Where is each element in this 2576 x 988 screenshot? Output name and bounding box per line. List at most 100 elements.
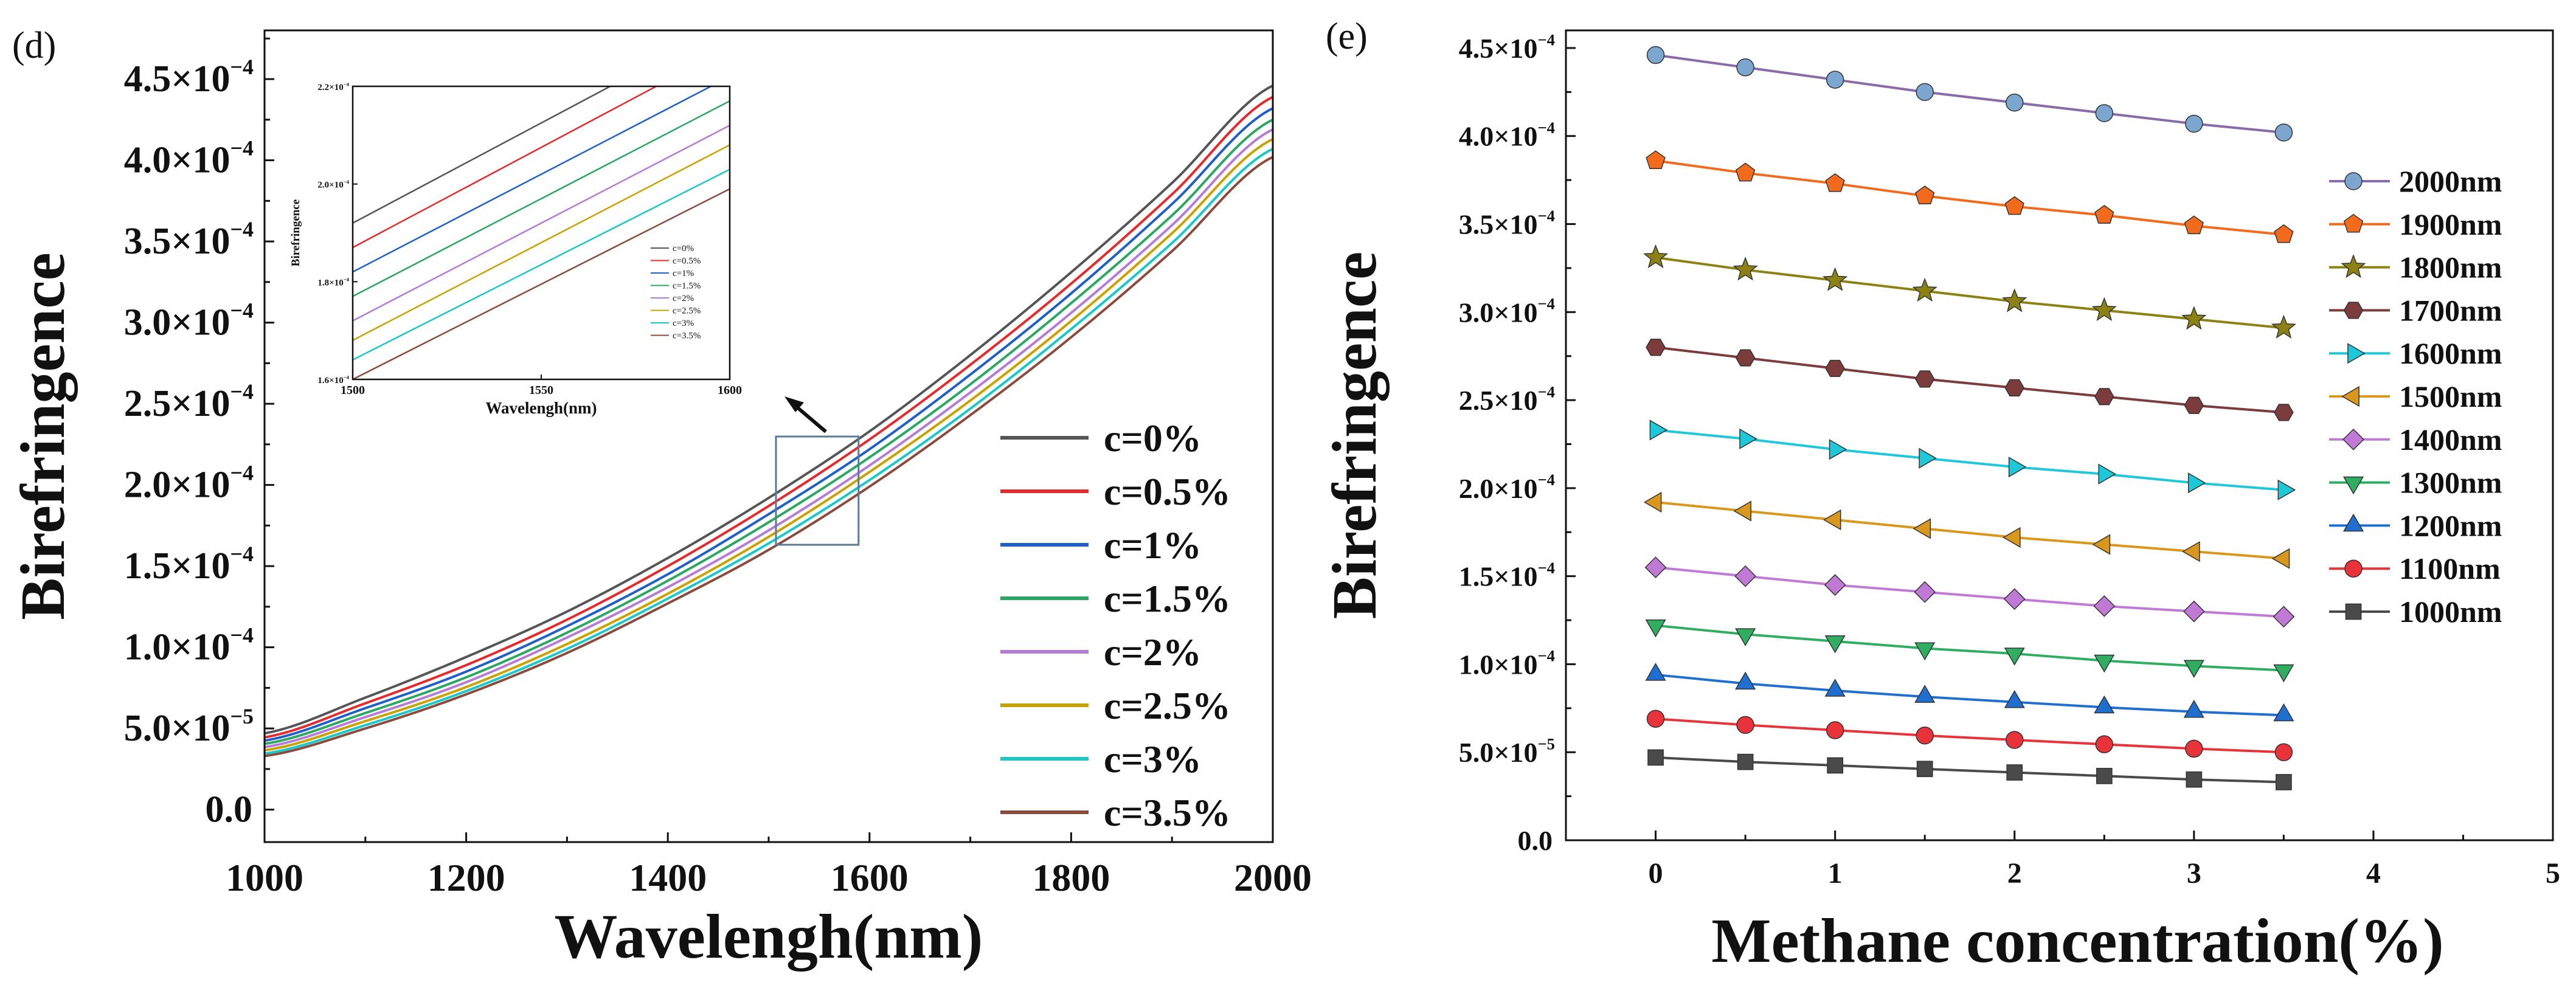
y-tick-label-mantissa: 3.0×10: [1459, 297, 1538, 328]
series-marker-1500nm: [1643, 492, 1662, 513]
series-marker-1500nm: [2092, 534, 2111, 555]
x-tick-label: 1600: [831, 856, 909, 899]
series-marker-1000nm: [1827, 757, 1843, 774]
legend-swatch-marker-1200nm: [2342, 513, 2364, 532]
y-tick-label-mantissa: 1.0×10: [124, 627, 230, 668]
y-tick-label-mantissa: 3.0×10: [124, 302, 230, 344]
series-marker-1600nm: [1649, 420, 1668, 441]
series-marker-2000nm: [2095, 104, 2114, 122]
series-line-1500nm: [1655, 501, 2284, 560]
y-tick-label-exponent: −4: [230, 217, 254, 241]
legend-swatch-marker-1100nm: [2344, 559, 2363, 578]
y-tick-label: 1.5×10−4: [1459, 559, 1555, 592]
inset-y-tick-label-exponent: −4: [344, 179, 350, 185]
panel-d-y-axis-title: Birefringence: [8, 252, 78, 620]
y-tick-label: 2.0×10−4: [124, 461, 254, 506]
inset-legend-label-c=3%: c=3%: [673, 319, 694, 328]
panel-e-legend: 2000nm 1900nm 1800nm 1700nm 1600nm 1500nm 1400…: [2329, 164, 2502, 629]
series-marker-1100nm: [1916, 726, 1934, 745]
panel-e-y-axis-title: Birefringence: [1320, 252, 1390, 620]
series-marker-2000nm: [1646, 46, 1665, 64]
series-marker-1600nm: [2098, 463, 2116, 485]
panel-e-axes-frame: [1565, 29, 2554, 841]
series-marker-2000nm: [2185, 114, 2203, 133]
y-tick-label-exponent: −4: [1537, 471, 1555, 489]
inset-y-tick-label: 1.8×10−4: [317, 277, 349, 288]
series-marker-1100nm: [2274, 743, 2293, 761]
inset-x-tick-label: 1500: [341, 384, 365, 397]
series-marker-1600nm: [1829, 439, 1847, 460]
x-tick-label: 1400: [629, 856, 707, 899]
series-marker-1000nm: [2006, 764, 2023, 781]
series-marker-1400nm: [1824, 574, 1846, 596]
series-marker-1700nm: [2094, 388, 2114, 406]
inset-chart: 1500 1550 16001.6×10−41.8×10−42.0×10−42.2×…: [289, 81, 742, 417]
series-marker-1400nm: [2183, 600, 2205, 623]
series-marker-1900nm: [2004, 196, 2024, 215]
legend-label-1400nm: 1400nm: [2399, 423, 2502, 457]
series-marker-1600nm: [2187, 472, 2206, 494]
y-tick-label-exponent: −5: [1537, 735, 1555, 753]
panel-d-legend: c=0% c=0.5% c=1% c=1.5% c=2% c=2.5% c=3% c=3.5%: [1000, 416, 1231, 834]
y-tick-label-mantissa: 2.0×10: [124, 465, 230, 506]
series-marker-1900nm: [1646, 150, 1666, 170]
y-tick-label: 3.0×10−4: [1459, 295, 1555, 328]
legend-label-1200nm: 1200nm: [2399, 508, 2502, 542]
series-marker-1500nm: [1913, 518, 1931, 539]
series-marker-1200nm: [1914, 685, 1936, 703]
y-tick-label-exponent: −4: [1537, 295, 1555, 313]
y-tick-label-exponent: −4: [230, 542, 254, 566]
y-tick-label: 4.5×10−4: [124, 55, 254, 100]
inset-series-line-c=3.5%: [353, 188, 730, 379]
series-line-c=2.5%: [265, 138, 1273, 752]
inset-y-tick-label-exponent: −4: [344, 277, 350, 283]
series-line-2000nm: [1655, 54, 2284, 134]
series-marker-1800nm: [2271, 314, 2296, 339]
series-marker-1200nm: [1824, 679, 1846, 697]
zoom-arrow-shaft: [792, 402, 827, 434]
panel-d-x-axis-title: Wavelengh(nm): [555, 902, 983, 972]
inset-y-tick-label-mantissa: 1.8×10: [317, 278, 343, 288]
series-marker-1000nm: [2096, 767, 2113, 784]
series-marker-2000nm: [2005, 93, 2024, 112]
series-marker-1600nm: [1919, 447, 1937, 469]
series-marker-1200nm: [2004, 689, 2025, 708]
y-tick-label-mantissa: 4.0×10: [124, 140, 230, 181]
inset-legend-label-c=2.5%: c=2.5%: [673, 306, 701, 316]
inset-legend-label-c=0.5%: c=0.5%: [673, 257, 701, 266]
y-tick-label-mantissa: 4.0×10: [1459, 121, 1538, 152]
x-tick-label: 2000: [1234, 856, 1312, 899]
legend-swatch-marker-1500nm: [2341, 385, 2360, 407]
series-marker-1300nm: [1914, 642, 1936, 661]
series-marker-1900nm: [1915, 185, 1935, 204]
series-line-c=3%: [265, 148, 1273, 755]
series-marker-1500nm: [1733, 500, 1751, 522]
series-marker-1300nm: [2273, 664, 2294, 683]
panel-e-x-axis-title: Methane concentration(%): [1711, 906, 2443, 976]
x-tick-label: 1: [1828, 857, 1843, 890]
legend-swatch-marker-1400nm: [2342, 428, 2364, 451]
y-tick-label-mantissa: 2.0×10: [1459, 473, 1538, 504]
series-marker-1400nm: [2093, 595, 2116, 617]
inset-y-tick-label-exponent: −4: [344, 374, 350, 380]
series-marker-1200nm: [2094, 695, 2115, 714]
series-marker-2000nm: [2274, 123, 2293, 142]
series-marker-1500nm: [1823, 509, 1841, 531]
y-tick-label-mantissa: 1.5×10: [1459, 561, 1538, 592]
x-tick-label: 4: [2366, 857, 2381, 890]
series-marker-1600nm: [1739, 428, 1757, 449]
legend-label-1900nm: 1900nm: [2399, 207, 2502, 241]
y-tick-label: 1.5×10−4: [124, 542, 254, 587]
series-marker-1600nm: [2277, 479, 2296, 500]
y-tick-label-mantissa: 4.5×10: [124, 58, 230, 100]
legend-label-1000nm: 1000nm: [2399, 595, 2502, 629]
y-tick-label-mantissa: 1.0×10: [1459, 649, 1538, 680]
series-marker-1200nm: [1734, 671, 1756, 690]
series-marker-1300nm: [2004, 648, 2025, 666]
series-marker-1200nm: [2273, 703, 2294, 722]
series-marker-1200nm: [1645, 663, 1666, 681]
series-line-1400nm: [1655, 566, 2284, 618]
panel-d-chart: 1000 1200 1400 1600 1800 2000 0.0 5.0×10−5 1.0×1…: [8, 25, 1312, 972]
panel-d-label: (d): [12, 25, 56, 66]
